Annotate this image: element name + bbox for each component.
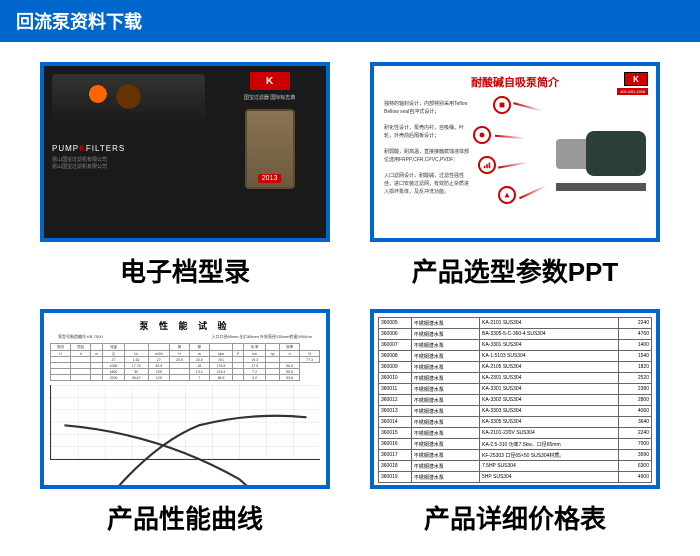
brand-text: PUMPKFILTERS: [52, 144, 205, 153]
feature-diagram: [473, 96, 558, 216]
phone-badge: 400-030-1558: [617, 88, 648, 95]
curve-title: 泵 性 能 试 验: [50, 319, 320, 332]
card-caption: 产品选型参数PPT: [412, 252, 619, 289]
pump-illustration: [556, 121, 646, 191]
card-caption: 产品详细价格表: [424, 499, 606, 536]
award-badge-icon: 2013: [245, 109, 295, 189]
thumbnail-frame: 泵 性 能 试 验 泵型号制造编号:KB-7500 入口口径80mm 出口65m…: [40, 309, 330, 489]
ppt-title: 耐酸碱自吸泵简介: [374, 74, 656, 90]
company-info: 昆山国宝过滤机有限公司 昆山国宝过滤机有限公司: [52, 157, 205, 171]
download-card-price[interactable]: 360005不锈钢潜水泵KA-2101 SUS3042240360006不锈钢潜…: [360, 309, 670, 536]
thumbnail-frame: 360005不锈钢潜水泵KA-2101 SUS3042240360006不锈钢潜…: [370, 309, 660, 489]
test-data-table: 测试项目流量扬程功 率效率HhmQl/sm3/hHmkpaPkwhpn%271.…: [50, 343, 320, 381]
curve-thumbnail: 泵 性 能 试 验 泵型号制造编号:KB-7500 入口口径80mm 出口65m…: [44, 313, 326, 485]
k-logo-icon: K: [624, 72, 648, 86]
k-logo-icon: K: [250, 72, 290, 90]
curve-lines-icon: [51, 385, 320, 489]
feature-node-icon: [498, 186, 516, 204]
slogan-text: 国宝过滤器 国际标志典: [244, 94, 295, 101]
card-caption: 产品性能曲线: [107, 499, 263, 536]
world-map-graphic: [52, 74, 205, 124]
ppt-bullets: 独特的轴封设计，内部特别采用Teflon Bellow seal自冲式设计； 耐…: [380, 96, 475, 232]
performance-chart: [50, 385, 320, 460]
arrow-icon: [495, 135, 525, 140]
price-thumbnail: 360005不锈钢潜水泵KA-2101 SUS3042240360006不锈钢潜…: [374, 313, 656, 485]
download-card-catalog[interactable]: PUMPKFILTERS 昆山国宝过滤机有限公司 昆山国宝过滤机有限公司 K 国…: [30, 62, 340, 289]
download-card-ppt[interactable]: 耐酸碱自吸泵简介 K 400-030-1558 独特的轴封设计，内部特别采用Te…: [360, 62, 670, 289]
thumbnail-frame: 耐酸碱自吸泵简介 K 400-030-1558 独特的轴封设计，内部特别采用Te…: [370, 62, 660, 242]
feature-node-icon: [473, 126, 491, 144]
card-caption: 电子档型录: [120, 252, 250, 289]
section-header: 回流泵资料下载: [0, 0, 700, 42]
feature-node-icon: [478, 156, 496, 174]
price-table: 360005不锈钢潜水泵KA-2101 SUS3042240360006不锈钢潜…: [378, 317, 652, 483]
thumbnail-frame: PUMPKFILTERS 昆山国宝过滤机有限公司 昆山国宝过滤机有限公司 K 国…: [40, 62, 330, 242]
arrow-icon: [513, 102, 542, 112]
curve-subtitle: 泵型号制造编号:KB-7500 入口口径80mm 出口65mm 叶轮直径235m…: [50, 334, 320, 340]
catalog-thumbnail: PUMPKFILTERS 昆山国宝过滤机有限公司 昆山国宝过滤机有限公司 K 国…: [44, 66, 326, 238]
year-badge: 2013: [258, 174, 282, 183]
feature-node-icon: [493, 96, 511, 114]
arrow-icon: [498, 161, 528, 168]
ppt-thumbnail: 耐酸碱自吸泵简介 K 400-030-1558 独特的轴封设计，内部特别采用Te…: [374, 66, 656, 238]
arrow-icon: [519, 185, 547, 199]
download-grid: PUMPKFILTERS 昆山国宝过滤机有限公司 昆山国宝过滤机有限公司 K 国…: [0, 42, 700, 556]
download-card-curve[interactable]: 泵 性 能 试 验 泵型号制造编号:KB-7500 入口口径80mm 出口65m…: [30, 309, 340, 536]
header-title: 回流泵资料下载: [16, 12, 142, 32]
